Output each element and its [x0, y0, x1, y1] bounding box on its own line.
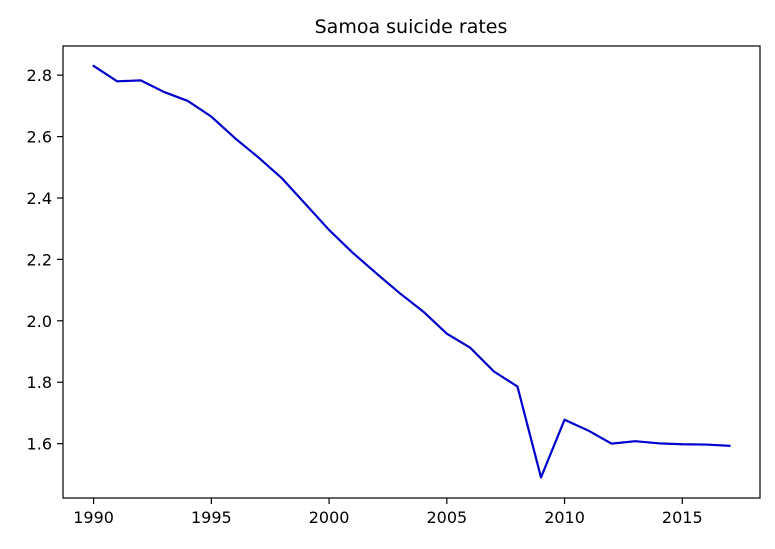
x-tick-label: 1995: [191, 508, 232, 527]
x-tick-label: 2010: [544, 508, 585, 527]
axis-ticks: 1990 1995 2000 2005 2010 2015 1.6 1.8 2.0 2.2 2.4 2…: [27, 66, 703, 527]
x-tick-label: 2000: [309, 508, 350, 527]
x-tick-label: 2015: [662, 508, 703, 527]
y-tick-label: 1.8: [27, 373, 52, 392]
chart-title: Samoa suicide rates: [315, 16, 508, 38]
x-tick-label: 2005: [426, 508, 467, 527]
y-tick-label: 2.4: [27, 189, 52, 208]
series-line: [92, 64, 731, 479]
y-tick-label: 2.0: [27, 312, 52, 331]
y-tick-label: 2.2: [27, 250, 52, 269]
series-lines: [92, 64, 731, 479]
y-tick-label: 2.6: [27, 128, 52, 147]
y-tick-label: 1.6: [27, 435, 52, 454]
x-tick-label: 1990: [73, 508, 114, 527]
y-tick-label: 2.8: [27, 66, 52, 85]
axes-frame: [62, 45, 761, 499]
